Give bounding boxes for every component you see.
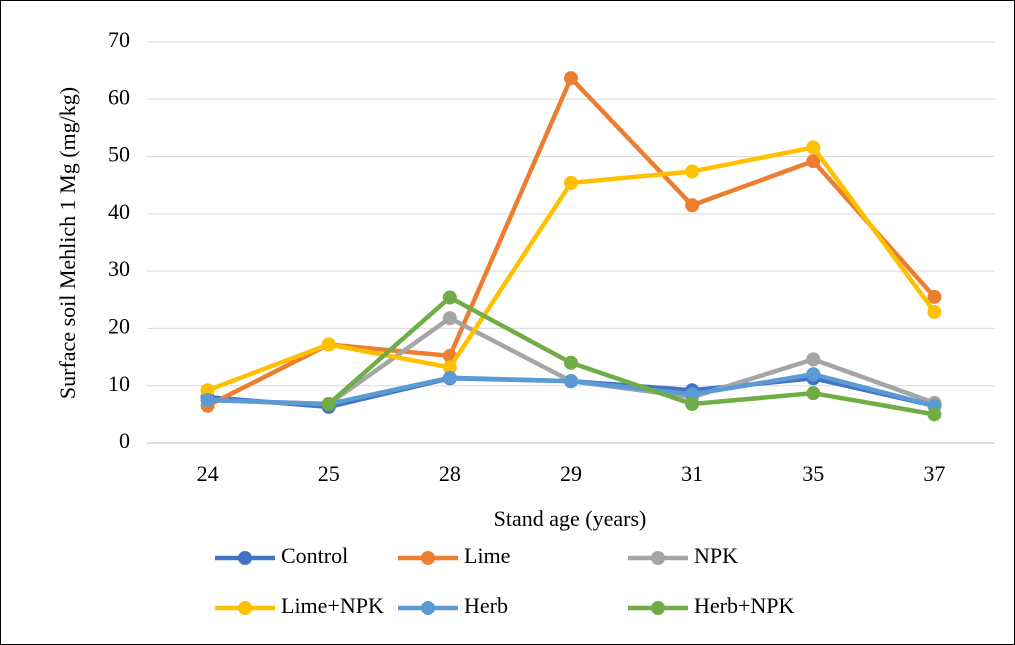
legend-label: NPK (694, 543, 738, 568)
series-marker (685, 397, 700, 412)
y-tick-label: 70 (108, 27, 130, 52)
y-tick-label: 0 (119, 428, 130, 453)
legend-label: Lime+NPK (281, 593, 384, 618)
legend-marker (651, 601, 665, 615)
y-tick-label: 20 (108, 313, 130, 338)
series-marker (685, 164, 700, 179)
series-marker (200, 383, 215, 398)
series-marker (442, 370, 457, 385)
series-line (326, 295, 937, 417)
series-marker (927, 289, 942, 304)
legend-label: Control (281, 543, 348, 568)
series-marker (927, 407, 942, 422)
legend-label: Herb+NPK (694, 593, 795, 618)
x-tick-label: 25 (318, 461, 340, 486)
series-marker (685, 198, 700, 213)
x-tick-label: 29 (560, 461, 582, 486)
legend-marker (238, 551, 252, 565)
legend-marker (238, 601, 252, 615)
legend-marker (651, 551, 665, 565)
legend-marker (421, 551, 435, 565)
series-marker (442, 311, 457, 326)
x-axis-title: Stand age (years) (494, 506, 647, 531)
series-marker (442, 290, 457, 305)
series-marker (200, 393, 215, 408)
y-tick-label: 60 (108, 84, 130, 109)
x-tick-label: 24 (197, 461, 219, 486)
series-marker (564, 355, 578, 370)
y-tick-label: 40 (108, 199, 130, 224)
x-tick-label: 35 (802, 461, 824, 486)
x-tick-label: 37 (923, 461, 945, 486)
series-marker (321, 337, 336, 352)
x-tick-label: 31 (681, 461, 703, 486)
series-marker (564, 374, 578, 389)
series-marker (564, 71, 578, 86)
y-axis-title: Surface soil Mehlich 1 Mg (mg/kg) (55, 87, 80, 399)
series-marker (442, 360, 457, 375)
series-marker (564, 175, 578, 190)
legend-label: Lime (464, 543, 510, 568)
series-marker (321, 397, 336, 412)
y-tick-label: 10 (108, 371, 130, 396)
series-marker (806, 352, 821, 367)
series-marker (806, 386, 821, 401)
y-tick-label: 50 (108, 142, 130, 167)
legend-label: Herb (464, 593, 508, 618)
y-tick-label: 30 (108, 256, 130, 281)
series-marker (806, 367, 821, 382)
legend-marker (421, 601, 435, 615)
series-marker (806, 140, 821, 155)
series-marker (806, 154, 821, 169)
series-marker (685, 387, 700, 402)
x-tick-label: 28 (439, 461, 461, 486)
series-marker (927, 304, 942, 319)
